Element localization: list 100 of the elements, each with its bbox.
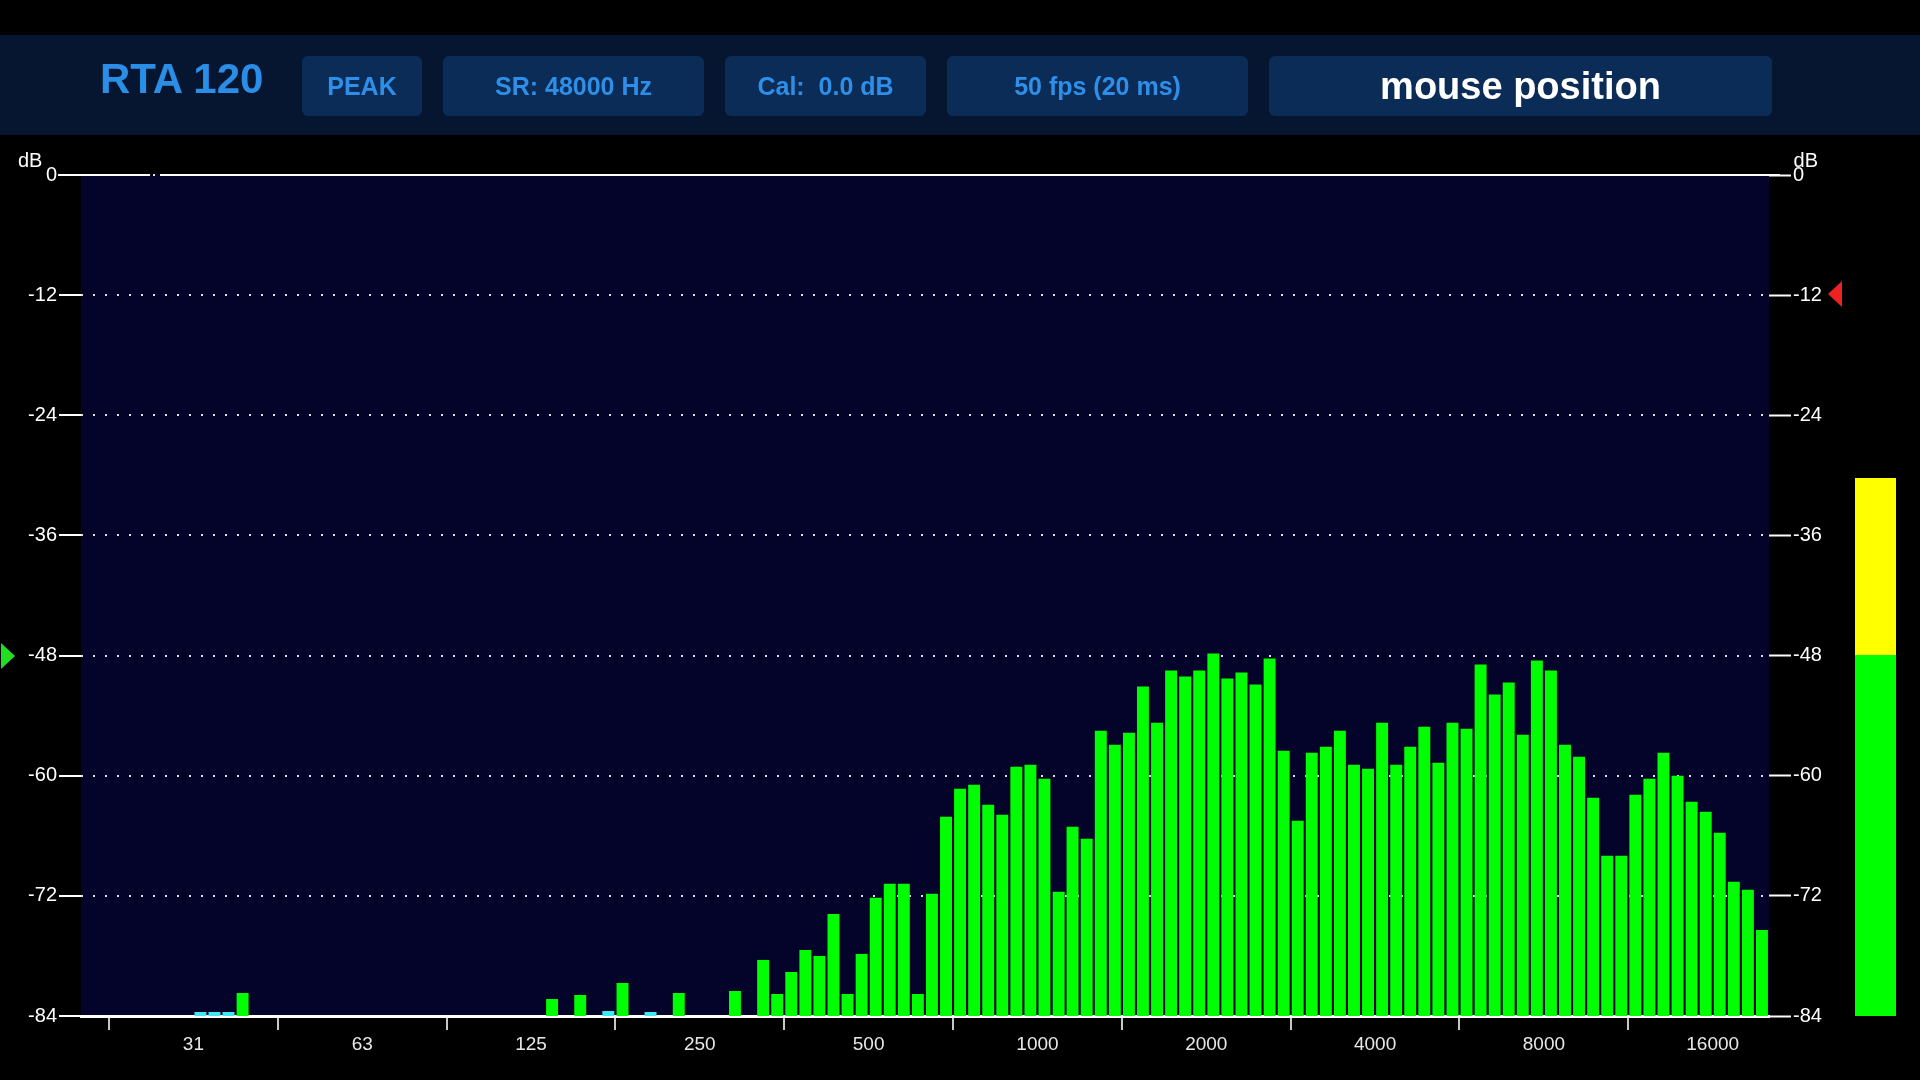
bar	[1643, 778, 1656, 1016]
bar	[940, 816, 952, 1016]
bar	[1587, 797, 1600, 1016]
y-tick-label: 0	[45, 162, 57, 185]
bar	[1432, 762, 1445, 1016]
bar	[1699, 811, 1712, 1016]
bar	[1376, 722, 1389, 1016]
bar	[1502, 682, 1515, 1016]
bar	[1263, 658, 1276, 1016]
bar	[883, 883, 896, 1016]
bar	[1052, 891, 1065, 1016]
y-tick-label: -48	[28, 643, 57, 666]
y2-tick-label: -84	[1793, 1003, 1822, 1026]
y-tick-label: -72	[28, 883, 57, 906]
x-tick-label: 63	[351, 1032, 373, 1054]
bar	[1559, 744, 1571, 1016]
bar	[1446, 722, 1459, 1016]
bar	[1249, 684, 1262, 1016]
bar	[1010, 766, 1023, 1016]
bar	[1151, 722, 1164, 1016]
bar	[897, 883, 910, 1016]
y-axis-title: dB	[18, 148, 43, 171]
y-tick-label: -84	[28, 1003, 57, 1026]
y2-tick-label: -60	[1793, 763, 1822, 786]
bar	[1685, 801, 1698, 1016]
text: PEAK	[302, 56, 422, 116]
y2-tick-label: -48	[1793, 643, 1822, 666]
bar	[785, 971, 798, 1016]
x-tick-label: 250	[683, 1032, 716, 1054]
x-tick-label: 2000	[1185, 1032, 1228, 1054]
bar	[1601, 855, 1614, 1016]
y2-tick-label: -24	[1793, 402, 1822, 425]
bar	[813, 955, 826, 1016]
bar	[1629, 794, 1642, 1016]
y-tick-label: -36	[28, 522, 57, 545]
bar	[855, 953, 868, 1016]
x-tick-label: 125	[515, 1032, 547, 1054]
bar	[968, 784, 981, 1016]
text: mouse position	[1269, 56, 1772, 116]
bar	[1207, 653, 1220, 1016]
bar	[1657, 752, 1670, 1016]
bar	[1671, 775, 1684, 1016]
bar	[827, 913, 840, 1016]
y2-tick-label: -36	[1793, 522, 1822, 545]
bar	[1193, 670, 1206, 1016]
x-tick-label: 8000	[1522, 1032, 1566, 1054]
text: SR: 48000 Hz	[443, 56, 704, 116]
bar	[1024, 764, 1037, 1016]
bar	[1362, 768, 1375, 1016]
x-tick-label: 500	[852, 1032, 885, 1054]
bar	[1741, 889, 1754, 1016]
y-tick-label: -24	[28, 402, 57, 425]
y-tick-label: -60	[28, 763, 57, 786]
x-tick-label: 16000	[1686, 1032, 1740, 1054]
bar	[1179, 676, 1192, 1016]
bar	[1474, 664, 1487, 1016]
y2-tick-label: -12	[1793, 282, 1822, 305]
bar	[1516, 734, 1529, 1016]
bar	[1755, 929, 1768, 1016]
bar	[1291, 820, 1304, 1016]
bar	[1390, 764, 1403, 1016]
y2-tick-label: -72	[1793, 883, 1822, 906]
bar	[841, 993, 854, 1016]
bar	[799, 949, 812, 1016]
bar	[1235, 672, 1248, 1016]
bar	[1136, 686, 1149, 1016]
bar	[869, 897, 882, 1016]
bar	[1333, 730, 1346, 1016]
bar	[996, 814, 1009, 1016]
chart-title: RTA 120	[100, 55, 264, 103]
bar	[1530, 660, 1543, 1016]
y-tick-label: -12	[28, 282, 57, 305]
bar	[1404, 746, 1417, 1016]
bar	[1573, 756, 1586, 1016]
bar	[771, 993, 784, 1016]
text: Cal: 0.0 dB	[725, 56, 926, 116]
x-tick-label: 4000	[1353, 1032, 1397, 1054]
bar	[1066, 826, 1079, 1016]
bar	[1094, 730, 1107, 1016]
bar	[1108, 744, 1121, 1016]
bar	[1305, 752, 1318, 1016]
x-tick-label: 31	[182, 1032, 204, 1054]
bar	[1319, 746, 1332, 1016]
bar	[982, 804, 995, 1016]
text: 50 fps (20 ms)	[947, 56, 1248, 116]
bar	[1348, 764, 1360, 1016]
bar	[1038, 778, 1051, 1016]
bar	[1418, 726, 1431, 1016]
bar	[1122, 732, 1135, 1016]
bar	[1221, 678, 1234, 1016]
bar	[1460, 728, 1473, 1016]
x-tick-label: 1000	[1016, 1032, 1059, 1054]
bar	[757, 959, 770, 1016]
bar	[1488, 694, 1501, 1016]
bar	[1615, 855, 1628, 1016]
bar	[911, 993, 924, 1016]
bar	[1727, 881, 1740, 1016]
bar	[1080, 838, 1093, 1016]
bar	[1713, 832, 1726, 1016]
bar	[1165, 670, 1178, 1016]
